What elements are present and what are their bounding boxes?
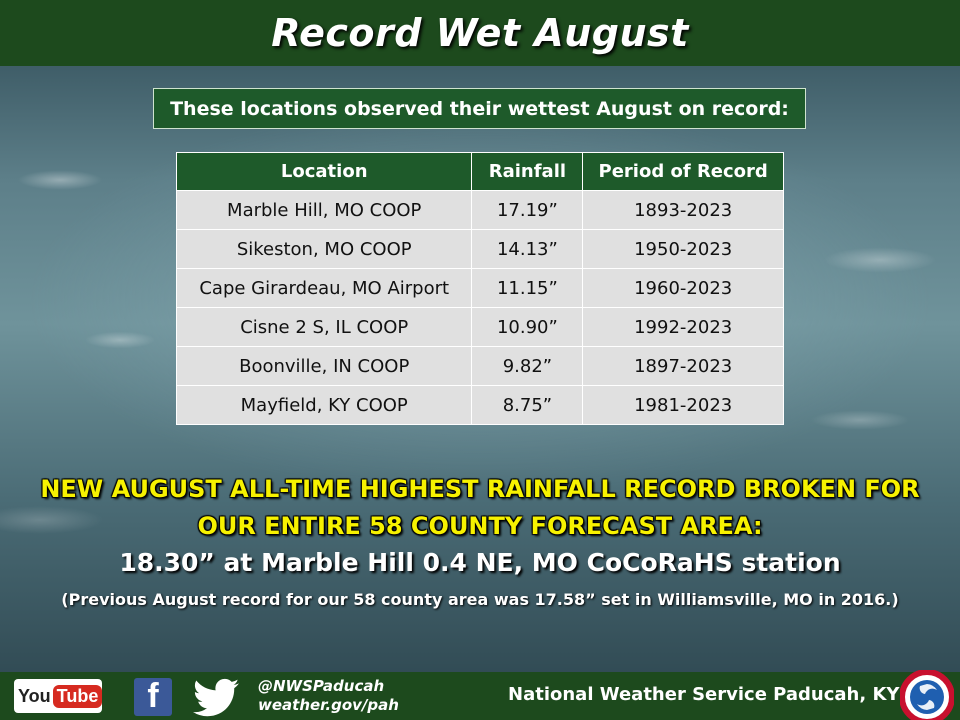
cell-location: Cisne 2 S, IL COOP [175, 307, 473, 347]
subtitle: These locations observed their wettest A… [170, 97, 789, 120]
table-row: Sikeston, MO COOP 14.13” 1950-2023 [175, 229, 784, 269]
cell-rainfall: 10.90” [471, 307, 584, 347]
cell-location: Boonville, IN COOP [175, 346, 473, 386]
youtube-you-text: You [18, 685, 51, 706]
header-period: Period of Record [582, 152, 784, 191]
new-record-text: 18.30” at Marble Hill 0.4 NE, MO CoCoRaH… [119, 548, 841, 577]
page-title: Record Wet August [271, 11, 689, 55]
records-table: Location Rainfall Period of Record Marbl… [175, 152, 784, 425]
cell-location: Cape Girardeau, MO Airport [175, 268, 473, 308]
headline-line-2-wrap: OUR ENTIRE 58 COUNTY FORECAST AREA: [0, 510, 960, 542]
facebook-icon[interactable]: f [134, 678, 172, 716]
cell-location: Mayfield, KY COOP [175, 385, 473, 425]
cell-rainfall: 17.19” [471, 190, 584, 230]
cell-location: Sikeston, MO COOP [175, 229, 473, 269]
cell-location: Marble Hill, MO COOP [175, 190, 473, 230]
cell-rainfall: 9.82” [471, 346, 584, 386]
table-header-row: Location Rainfall Period of Record [175, 152, 784, 191]
twitter-icon[interactable] [193, 678, 239, 718]
cell-rainfall: 14.13” [471, 229, 584, 269]
facebook-letter: f [147, 678, 159, 715]
title-bar: Record Wet August [0, 0, 960, 66]
cell-period: 1981-2023 [582, 385, 784, 425]
cell-rainfall: 11.15” [471, 268, 584, 308]
table-row: Marble Hill, MO COOP 17.19” 1893-2023 [175, 190, 784, 230]
cell-period: 1992-2023 [582, 307, 784, 347]
headline-line-1: NEW AUGUST ALL-TIME HIGHEST RAINFALL REC… [40, 475, 920, 503]
youtube-icon[interactable]: You Tube [14, 679, 103, 713]
social-handle-block: @NWSPaducah weather.gov/pah [258, 677, 399, 715]
cell-period: 1950-2023 [582, 229, 784, 269]
header-location: Location [175, 152, 473, 191]
website-link[interactable]: weather.gov/pah [258, 696, 399, 714]
nws-logo-icon [900, 670, 954, 720]
cell-rainfall: 8.75” [471, 385, 584, 425]
headline-line-2: OUR ENTIRE 58 COUNTY FORECAST AREA: [197, 512, 763, 540]
twitter-handle[interactable]: @NWSPaducah [258, 677, 385, 695]
table-row: Mayfield, KY COOP 8.75” 1981-2023 [175, 385, 784, 425]
headline-line-1-wrap: NEW AUGUST ALL-TIME HIGHEST RAINFALL REC… [0, 473, 960, 505]
table-row: Cape Girardeau, MO Airport 11.15” 1960-2… [175, 268, 784, 308]
subtitle-box: These locations observed their wettest A… [153, 88, 806, 129]
cell-period: 1893-2023 [582, 190, 784, 230]
table-row: Boonville, IN COOP 9.82” 1897-2023 [175, 346, 784, 386]
office-name: National Weather Service Paducah, KY [508, 684, 900, 705]
youtube-tube-text: Tube [52, 684, 103, 708]
cell-period: 1897-2023 [582, 346, 784, 386]
cell-period: 1960-2023 [582, 268, 784, 308]
previous-record-text: (Previous August record for our 58 count… [61, 590, 899, 609]
table-row: Cisne 2 S, IL COOP 10.90” 1992-2023 [175, 307, 784, 347]
header-rainfall: Rainfall [471, 152, 584, 191]
